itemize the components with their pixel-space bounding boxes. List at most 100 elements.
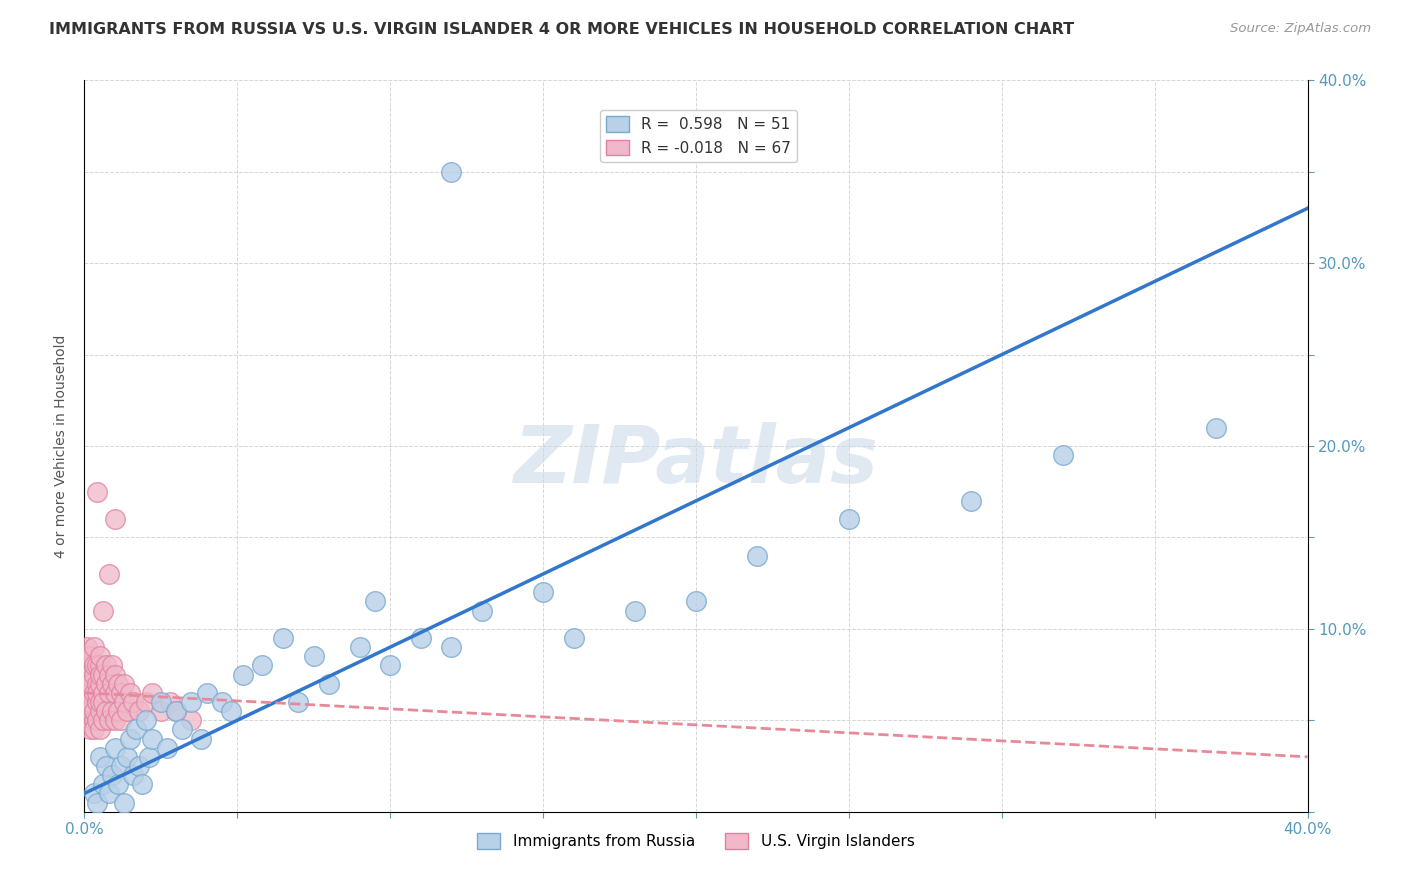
Legend: Immigrants from Russia, U.S. Virgin Islanders: Immigrants from Russia, U.S. Virgin Isla… — [471, 827, 921, 855]
Point — [107, 676, 129, 690]
Point — [112, 676, 135, 690]
Point — [86, 796, 108, 810]
Point — [104, 714, 127, 728]
Point — [86, 714, 108, 728]
Point — [149, 704, 172, 718]
Point — [97, 714, 120, 728]
Point — [76, 695, 98, 709]
Point — [219, 704, 242, 718]
Point — [125, 723, 148, 737]
Point — [79, 704, 101, 718]
Point — [83, 667, 105, 681]
Point — [172, 723, 194, 737]
Point — [115, 704, 138, 718]
Point — [190, 731, 212, 746]
Point — [409, 631, 432, 645]
Point — [149, 695, 172, 709]
Point — [79, 667, 101, 681]
Point — [83, 787, 105, 801]
Point — [94, 759, 117, 773]
Point — [83, 640, 105, 655]
Point — [1205, 421, 1227, 435]
Point — [89, 667, 111, 681]
Point — [380, 658, 402, 673]
Point — [287, 695, 309, 709]
Point — [83, 714, 105, 728]
Point — [89, 658, 111, 673]
Point — [107, 704, 129, 718]
Point — [86, 686, 108, 700]
Point — [250, 658, 273, 673]
Text: IMMIGRANTS FROM RUSSIA VS U.S. VIRGIN ISLANDER 4 OR MORE VEHICLES IN HOUSEHOLD C: IMMIGRANTS FROM RUSSIA VS U.S. VIRGIN IS… — [49, 22, 1074, 37]
Point — [120, 731, 142, 746]
Point — [180, 695, 202, 709]
Point — [94, 676, 117, 690]
Text: Source: ZipAtlas.com: Source: ZipAtlas.com — [1230, 22, 1371, 36]
Point — [562, 631, 585, 645]
Point — [89, 676, 111, 690]
Point — [165, 704, 187, 718]
Point — [94, 658, 117, 673]
Point — [97, 667, 120, 681]
Point — [86, 658, 108, 673]
Point — [624, 603, 647, 617]
Point — [76, 640, 98, 655]
Point — [440, 164, 463, 178]
Point — [141, 686, 163, 700]
Point — [104, 740, 127, 755]
Point — [159, 695, 181, 709]
Point — [101, 768, 124, 782]
Point — [531, 585, 554, 599]
Point — [94, 704, 117, 718]
Point — [180, 714, 202, 728]
Point — [135, 695, 157, 709]
Point — [131, 777, 153, 791]
Point — [141, 731, 163, 746]
Point — [91, 777, 114, 791]
Point — [349, 640, 371, 655]
Point — [91, 603, 114, 617]
Point — [128, 759, 150, 773]
Point — [211, 695, 233, 709]
Point — [79, 686, 101, 700]
Point — [97, 567, 120, 582]
Point — [97, 787, 120, 801]
Point — [89, 723, 111, 737]
Point — [104, 667, 127, 681]
Point — [318, 676, 340, 690]
Point — [104, 686, 127, 700]
Point — [101, 676, 124, 690]
Point — [76, 676, 98, 690]
Point — [79, 649, 101, 664]
Point — [91, 686, 114, 700]
Point — [83, 658, 105, 673]
Point — [89, 704, 111, 718]
Point — [83, 686, 105, 700]
Point — [112, 796, 135, 810]
Point — [122, 695, 145, 709]
Point — [79, 676, 101, 690]
Point — [1052, 448, 1074, 462]
Point — [101, 658, 124, 673]
Y-axis label: 4 or more Vehicles in Household: 4 or more Vehicles in Household — [55, 334, 69, 558]
Point — [471, 603, 494, 617]
Point — [91, 714, 114, 728]
Point — [838, 512, 860, 526]
Point — [960, 494, 983, 508]
Point — [83, 723, 105, 737]
Point — [112, 695, 135, 709]
Point — [122, 768, 145, 782]
Point — [101, 704, 124, 718]
Point — [107, 777, 129, 791]
Point — [232, 667, 254, 681]
Point — [156, 740, 179, 755]
Point — [271, 631, 294, 645]
Point — [89, 649, 111, 664]
Point — [86, 484, 108, 499]
Point — [86, 695, 108, 709]
Point — [89, 695, 111, 709]
Point — [364, 594, 387, 608]
Point — [165, 704, 187, 718]
Point — [79, 695, 101, 709]
Point — [128, 704, 150, 718]
